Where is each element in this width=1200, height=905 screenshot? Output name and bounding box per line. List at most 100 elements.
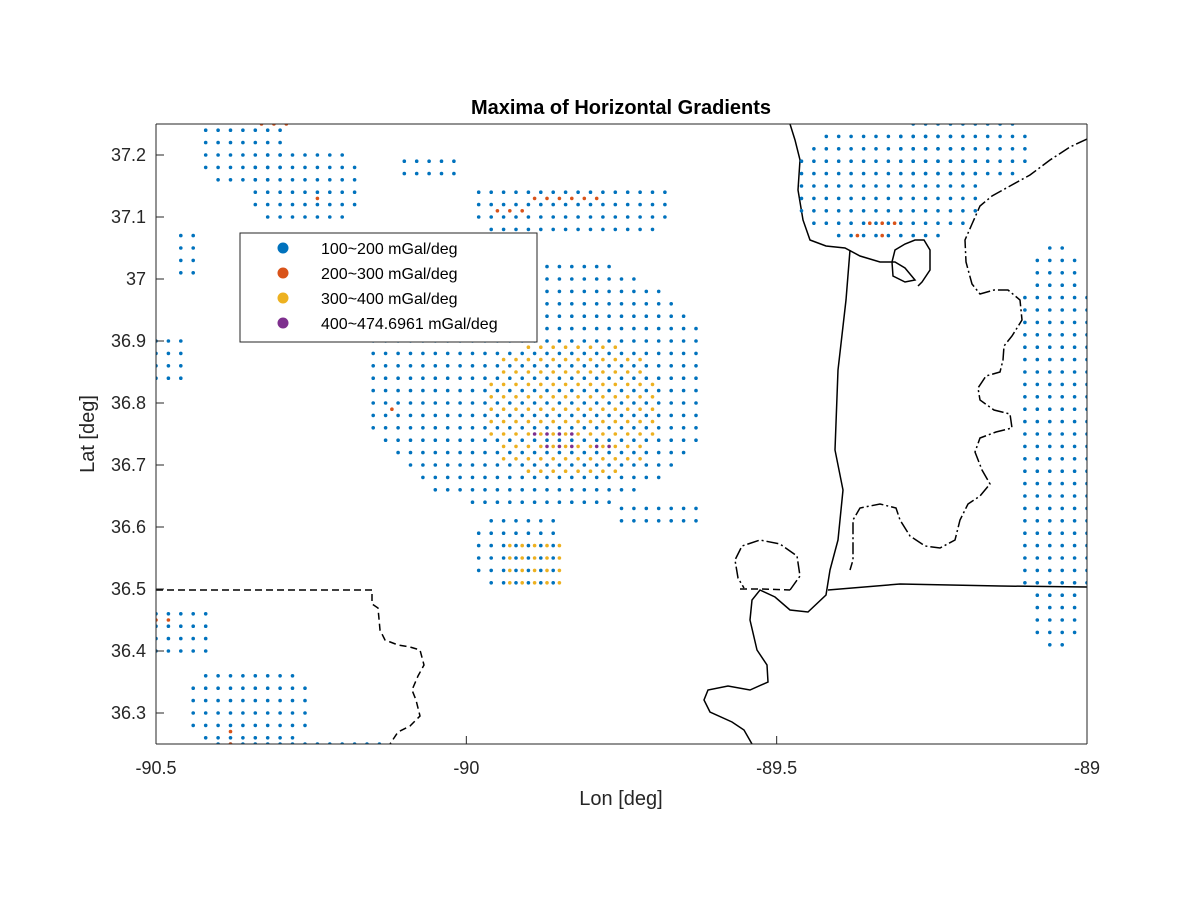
data-point-series-1 (539, 568, 543, 573)
data-point-series-1 (619, 339, 624, 343)
data-point-series-1 (253, 165, 258, 170)
data-point-series-1 (619, 475, 624, 480)
data-point-series-1 (582, 426, 587, 430)
data-point-series-1 (694, 413, 698, 418)
data-point-series-1 (824, 209, 829, 213)
data-point-series-1 (179, 271, 183, 275)
data-point-series-1 (570, 401, 574, 405)
data-point-series-1 (607, 264, 611, 269)
data-point-series-1 (1023, 147, 1027, 151)
data-point-series-1 (470, 426, 475, 430)
data-point-series-2 (508, 209, 512, 213)
data-point-series-1 (253, 140, 258, 145)
data-point-series-1 (278, 736, 282, 740)
data-point-series-1 (632, 289, 636, 294)
data-point-series-1 (836, 209, 841, 213)
data-point-series-1 (948, 196, 953, 201)
data-point-series-3 (563, 469, 568, 474)
data-point-series-1 (582, 339, 587, 343)
data-point-series-1 (433, 463, 438, 467)
data-point-series-1 (532, 488, 537, 492)
data-point-series-1 (458, 450, 462, 455)
data-point-series-1 (681, 438, 686, 443)
data-point-series-1 (315, 202, 320, 207)
data-point-series-1 (1060, 618, 1064, 622)
data-point-series-1 (1048, 593, 1052, 597)
data-point-series-1 (824, 184, 829, 188)
data-point-series-1 (824, 159, 829, 163)
data-point-series-3 (551, 395, 555, 399)
data-point-series-1 (594, 488, 599, 492)
data-point-series-1 (253, 190, 258, 194)
data-point-series-1 (551, 568, 555, 573)
data-point-series-1 (849, 134, 853, 139)
data-point-series-1 (601, 227, 605, 232)
data-point-series-3 (508, 556, 512, 560)
data-point-series-1 (1048, 605, 1052, 610)
data-point-series-1 (508, 401, 512, 405)
data-point-series-3 (526, 432, 531, 436)
data-point-series-1 (545, 500, 549, 505)
data-point-series-1 (1072, 469, 1077, 474)
data-point-series-1 (656, 314, 661, 319)
data-point-series-1 (228, 153, 233, 157)
data-point-series-1 (1048, 531, 1052, 535)
data-point-series-3 (514, 457, 518, 461)
data-point-series-3 (514, 419, 518, 424)
data-point-series-1 (520, 463, 524, 467)
data-point-series-2 (892, 221, 897, 225)
y-axis-label: Lat [deg] (77, 395, 99, 473)
data-point-series-1 (452, 159, 456, 163)
data-point-series-1 (619, 463, 624, 467)
data-point-series-1 (632, 388, 636, 393)
data-point-series-1 (594, 364, 599, 368)
data-point-series-1 (948, 159, 953, 163)
data-point-series-1 (278, 128, 282, 132)
data-point-series-1 (681, 339, 686, 343)
data-point-series-4 (594, 444, 599, 449)
data-point-series-1 (278, 698, 282, 703)
data-point-series-1 (656, 450, 661, 455)
data-point-series-4 (545, 444, 549, 449)
data-point-series-1 (1060, 407, 1064, 412)
data-point-series-1 (290, 202, 295, 207)
data-point-series-1 (563, 190, 568, 194)
data-point-series-1 (179, 636, 183, 641)
data-point-series-1 (383, 388, 388, 393)
data-point-series-1 (594, 376, 599, 381)
data-point-series-1 (328, 202, 332, 207)
data-point-series-3 (508, 581, 512, 585)
data-point-series-1 (638, 202, 642, 207)
data-point-series-1 (514, 568, 518, 573)
data-point-series-1 (408, 388, 413, 393)
data-point-series-1 (899, 233, 903, 238)
data-point-series-1 (849, 147, 853, 151)
data-point-series-3 (532, 568, 537, 573)
data-point-series-1 (241, 153, 245, 157)
data-point-series-1 (632, 450, 636, 455)
data-point-series-1 (340, 215, 345, 219)
data-point-series-1 (539, 581, 543, 585)
data-point-series-1 (203, 624, 208, 628)
data-point-series-2 (545, 196, 549, 201)
data-point-series-1 (421, 426, 425, 430)
data-point-series-1 (278, 178, 282, 182)
data-point-series-1 (1010, 159, 1015, 163)
data-point-series-1 (508, 475, 512, 480)
data-point-series-1 (588, 215, 593, 219)
data-point-series-1 (1035, 618, 1040, 622)
data-point-series-1 (632, 314, 636, 319)
data-point-series-1 (421, 463, 425, 467)
data-point-series-1 (594, 426, 599, 430)
legend-marker (277, 267, 289, 279)
data-point-series-1 (669, 450, 673, 455)
data-point-series-1 (849, 209, 853, 213)
data-point-series-1 (799, 159, 804, 163)
data-point-series-1 (526, 531, 531, 535)
data-point-series-1 (203, 711, 208, 715)
data-point-series-3 (520, 581, 524, 585)
data-point-series-1 (582, 413, 587, 418)
data-point-series-1 (539, 556, 543, 560)
data-point-series-1 (408, 376, 413, 381)
data-point-series-3 (526, 395, 531, 399)
